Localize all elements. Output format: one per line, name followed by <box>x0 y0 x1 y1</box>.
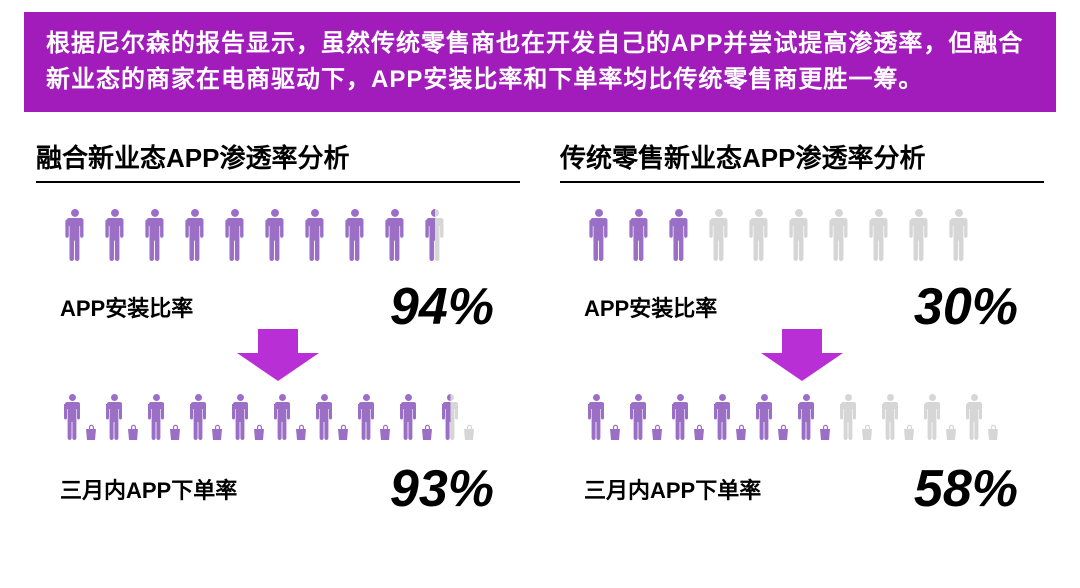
person-bag-icon <box>836 391 876 443</box>
person-icon <box>824 209 854 261</box>
person-icon <box>220 209 250 261</box>
person-bag-icon <box>920 391 960 443</box>
down-arrow-icon <box>233 325 323 383</box>
right-title: 传统零售新业态APP渗透率分析 <box>560 138 1044 183</box>
left-people-row-1 <box>60 209 520 261</box>
columns: 融合新业态APP渗透率分析 APP安装比率 94% 三月内APP下单率 93% … <box>24 138 1056 519</box>
down-arrow-icon <box>757 325 847 383</box>
person-icon <box>584 209 614 261</box>
person-bag-icon <box>228 391 268 443</box>
person-bag-icon <box>626 391 666 443</box>
metric-value: 94% <box>390 277 494 337</box>
person-icon <box>704 209 734 261</box>
person-bag-icon <box>878 391 918 443</box>
person-bag-icon <box>584 391 624 443</box>
person-bag-icon <box>354 391 394 443</box>
person-icon <box>380 209 410 261</box>
person-icon <box>784 209 814 261</box>
metric-label: APP安装比率 <box>584 291 717 323</box>
metric-label: 三月内APP下单率 <box>60 473 237 505</box>
person-bag-icon <box>396 391 436 443</box>
person-icon <box>260 209 290 261</box>
metric-value: 30% <box>914 277 1018 337</box>
person-bag-icon <box>186 391 226 443</box>
left-title: 融合新业态APP渗透率分析 <box>36 138 520 183</box>
person-bag-icon <box>438 391 478 443</box>
person-icon <box>60 209 90 261</box>
person-icon <box>624 209 654 261</box>
right-people-row-2 <box>584 391 1044 443</box>
right-metric-2: 三月内APP下单率 58% <box>560 459 1044 519</box>
person-bag-icon <box>102 391 142 443</box>
person-icon <box>420 209 450 261</box>
person-bag-icon <box>752 391 792 443</box>
left-people-row-2 <box>60 391 520 443</box>
right-people-row-1 <box>584 209 1044 261</box>
person-bag-icon <box>794 391 834 443</box>
left-column: 融合新业态APP渗透率分析 APP安装比率 94% 三月内APP下单率 93% <box>36 138 520 519</box>
person-bag-icon <box>60 391 100 443</box>
person-icon <box>944 209 974 261</box>
person-icon <box>904 209 934 261</box>
left-metric-2: 三月内APP下单率 93% <box>36 459 520 519</box>
person-bag-icon <box>962 391 1002 443</box>
person-icon <box>744 209 774 261</box>
person-icon <box>100 209 130 261</box>
person-bag-icon <box>144 391 184 443</box>
person-icon <box>140 209 170 261</box>
person-bag-icon <box>710 391 750 443</box>
person-icon <box>180 209 210 261</box>
person-icon <box>664 209 694 261</box>
right-column: 传统零售新业态APP渗透率分析 APP安装比率 30% 三月内APP下单率 58… <box>560 138 1044 519</box>
person-bag-icon <box>668 391 708 443</box>
header-banner: 根据尼尔森的报告显示，虽然传统零售商也在开发自己的APP并尝试提高渗透率，但融合… <box>24 12 1056 112</box>
person-bag-icon <box>270 391 310 443</box>
metric-label: 三月内APP下单率 <box>584 473 761 505</box>
metric-label: APP安装比率 <box>60 291 193 323</box>
metric-value: 93% <box>390 459 494 519</box>
person-icon <box>300 209 330 261</box>
person-icon <box>340 209 370 261</box>
person-bag-icon <box>312 391 352 443</box>
metric-value: 58% <box>914 459 1018 519</box>
person-icon <box>864 209 894 261</box>
